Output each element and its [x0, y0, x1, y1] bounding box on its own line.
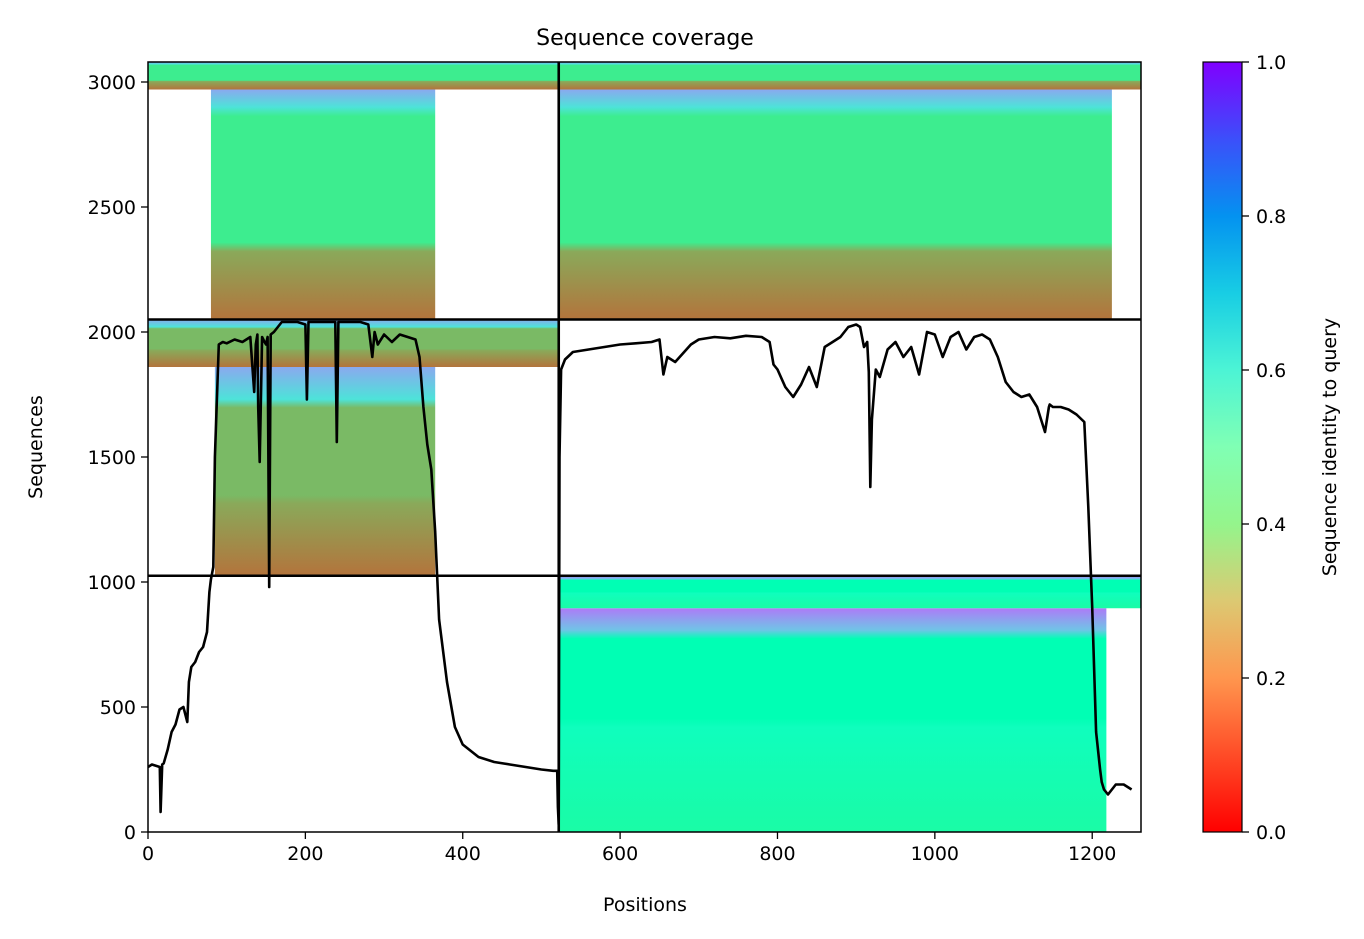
y-tick-label: 3000	[88, 72, 136, 94]
y-axis-label: Sequences	[25, 395, 47, 499]
x-tick-label: 800	[759, 843, 795, 865]
coverage-header-3	[558, 575, 1141, 609]
y-tick-label: 500	[100, 697, 136, 719]
colorbar-ticks: 0.0 0.2 0.4 0.6 0.8 1.0	[1242, 52, 1286, 844]
y-tick-label: 2500	[88, 197, 136, 219]
coverage-line-group	[148, 320, 1133, 826]
colorbar-tick-label: 0.0	[1256, 822, 1286, 844]
coverage-block-1	[558, 89, 1112, 320]
chart-title: Sequence coverage	[536, 26, 754, 51]
x-tick-label: 1200	[1068, 843, 1116, 865]
y-axis-ticks: 0 500 1000 1500 2000 2500 3000	[88, 72, 148, 844]
x-tick-label: 1000	[911, 843, 959, 865]
coverage-header-0	[148, 62, 559, 90]
colorbar-tick-label: 0.6	[1256, 360, 1286, 382]
colorbar	[1202, 61, 1243, 833]
y-tick-label: 2000	[88, 322, 136, 344]
colorbar-label: Sequence identity to query	[1319, 318, 1341, 576]
coverage-block-0	[210, 89, 436, 320]
coverage-line	[148, 320, 1133, 826]
colorbar-tick-label: 0.2	[1256, 668, 1286, 690]
x-axis-label: Positions	[603, 894, 687, 916]
y-tick-label: 1000	[88, 572, 136, 594]
y-tick-label: 0	[124, 822, 136, 844]
x-tick-label: 0	[142, 843, 154, 865]
coverage-block-3	[558, 608, 1107, 832]
coverage-blocks	[148, 62, 1141, 832]
colorbar-tick-label: 1.0	[1256, 52, 1286, 74]
colorbar-tick-label: 0.8	[1256, 206, 1286, 228]
colorbar-tick-label: 0.4	[1256, 514, 1286, 536]
y-tick-label: 1500	[88, 447, 136, 469]
coverage-header-1	[558, 62, 1141, 90]
coverage-block-2	[214, 367, 436, 576]
plot-frame	[147, 61, 1142, 833]
coverage-header-2	[148, 319, 559, 367]
x-tick-label: 400	[445, 843, 481, 865]
x-tick-label: 200	[287, 843, 323, 865]
x-axis-ticks: 0 200 400 600 800 1000 1200	[142, 832, 1116, 865]
x-tick-label: 600	[602, 843, 638, 865]
